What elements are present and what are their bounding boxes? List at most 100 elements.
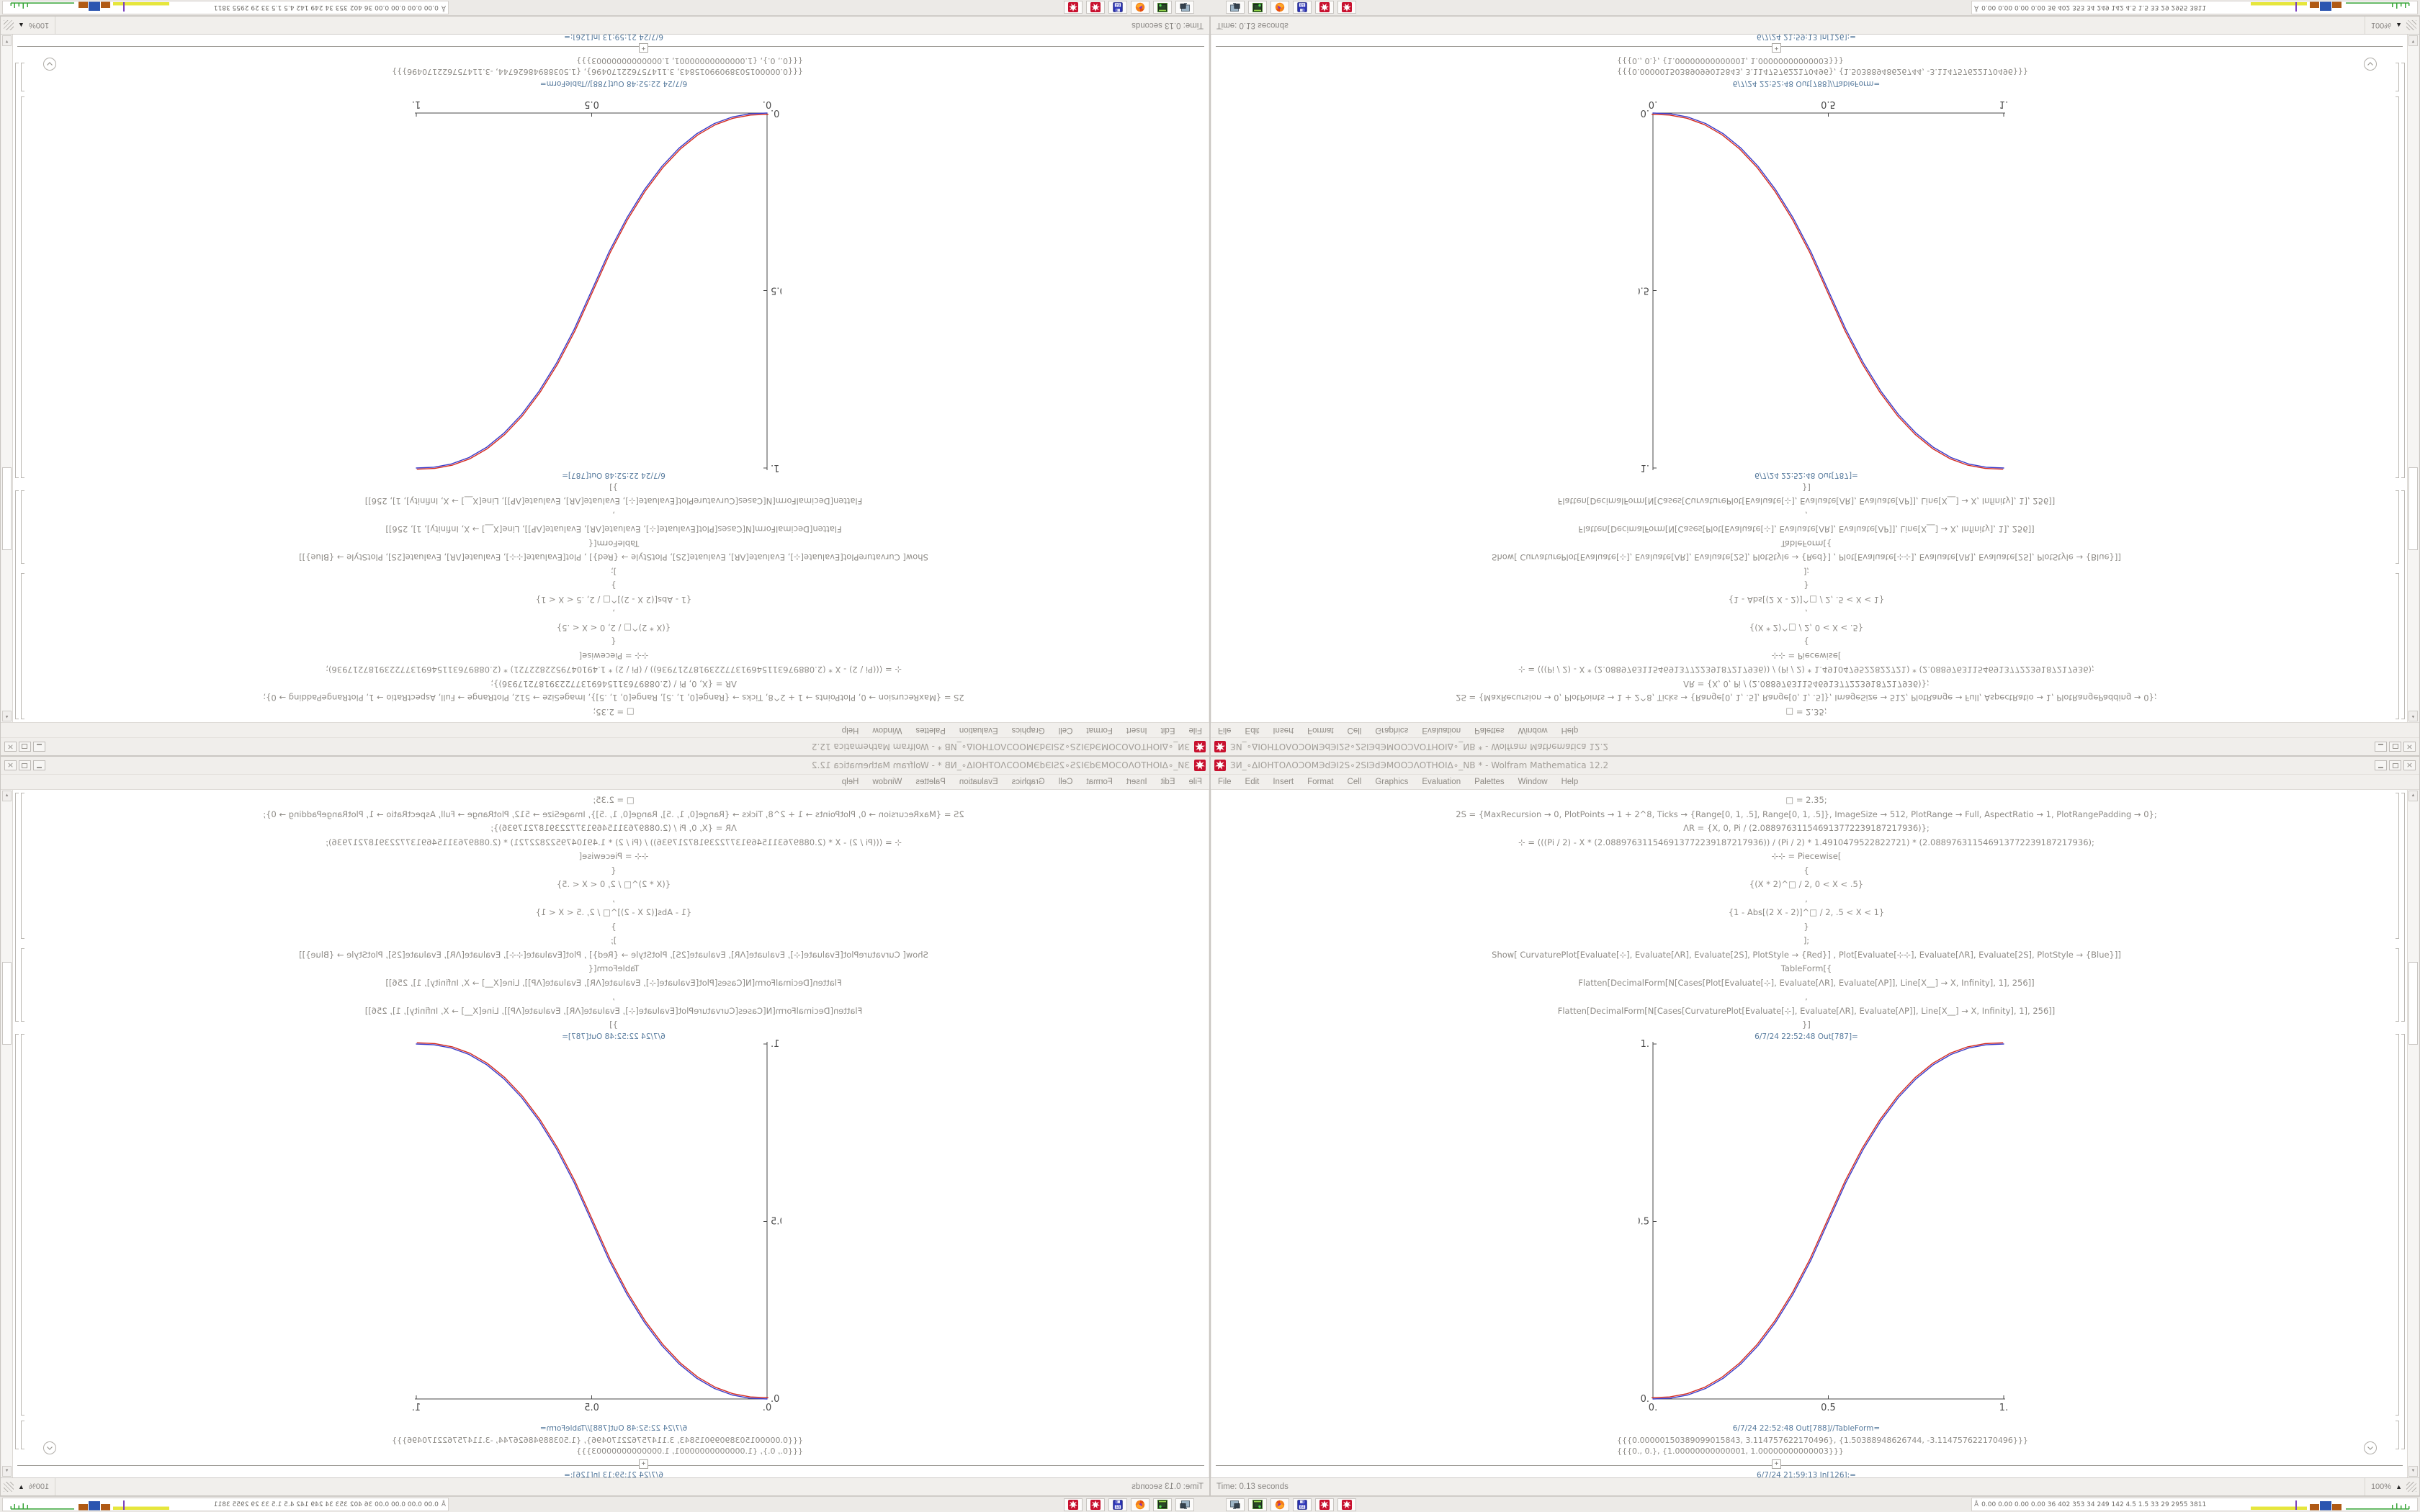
code-line[interactable]: Flatten[DecimalForm[N[Cases[CurvaturePlo… xyxy=(1557,1005,2056,1016)
scroll-up-arrow-icon[interactable]: ▲ xyxy=(2,791,12,801)
menu-item-edit[interactable]: Edit xyxy=(1245,778,1260,786)
code-line[interactable]: }] xyxy=(609,1020,618,1030)
close-button[interactable]: × xyxy=(4,760,17,770)
menu-item-help[interactable]: Help xyxy=(1561,726,1579,734)
menu-item-window[interactable]: Window xyxy=(1518,778,1548,786)
code-line[interactable]: { xyxy=(611,865,617,876)
code-line[interactable]: 2S = {MaxRecursion → 0, PlotPoints → 1 +… xyxy=(1456,693,2157,703)
menu-item-file[interactable]: File xyxy=(1218,726,1232,734)
menu-item-help[interactable]: Help xyxy=(841,778,859,786)
menu-item-format[interactable]: Format xyxy=(1086,778,1113,786)
code-line[interactable]: ⊹⊹ = Piecewise[ xyxy=(578,851,649,861)
window-resize-grip[interactable] xyxy=(2406,20,2416,30)
code-line[interactable]: , xyxy=(1805,991,1808,1002)
code-line[interactable]: { xyxy=(1803,865,1809,876)
code-line[interactable]: {(X * 2)^□ / 2, 0 < X < .5} xyxy=(1749,879,1864,889)
close-button[interactable]: × xyxy=(2403,742,2416,752)
vertical-scrollbar[interactable]: ▲ ▼ xyxy=(1,35,13,722)
code-line[interactable]: ⊹ = (((Pi / 2) - X * (2.0889763115469137… xyxy=(326,837,902,847)
scroll-up-arrow-icon[interactable]: ▲ xyxy=(2408,711,2418,721)
scrollbar-thumb[interactable] xyxy=(2,467,12,550)
menu-item-help[interactable]: Help xyxy=(841,726,859,734)
menu-item-file[interactable]: File xyxy=(1188,726,1202,734)
magnification-caret-icon[interactable]: ▲ xyxy=(18,22,24,30)
cell-insert-plus-icon[interactable]: + xyxy=(639,43,648,53)
menu-item-palettes[interactable]: Palettes xyxy=(915,726,946,734)
tableform-row[interactable]: {{{0.00000150389099015843, 3.11475762217… xyxy=(392,67,803,76)
taskbar-mathematica-button[interactable] xyxy=(1337,1498,1356,1511)
code-line[interactable]: 2S = {MaxRecursion → 0, PlotPoints → 1 +… xyxy=(1456,809,2157,819)
cell-group-bracket[interactable] xyxy=(2401,490,2405,719)
close-button[interactable]: × xyxy=(2403,760,2416,770)
menu-item-format[interactable]: Format xyxy=(1086,726,1113,734)
menu-item-cell[interactable]: Cell xyxy=(1347,778,1362,786)
minimize-button[interactable] xyxy=(2375,742,2387,752)
tableform-row[interactable]: {{{0., 0.}, {1.00000000000001, 1.0000000… xyxy=(576,1446,803,1456)
taskbar-screen-terminal-button[interactable] xyxy=(1153,1,1172,14)
code-line[interactable]: Flatten[DecimalForm[N[Cases[Plot[Evaluat… xyxy=(1578,977,2035,988)
code-line[interactable]: {(X * 2)^□ / 2, 0 < X < .5} xyxy=(556,623,671,633)
maximize-button[interactable] xyxy=(19,742,31,752)
code-line[interactable]: TableForm[{ xyxy=(1780,963,1832,973)
code-line[interactable]: TableForm[{ xyxy=(588,539,640,549)
code-line[interactable]: } xyxy=(1803,580,1809,591)
jump-to-end-chevron-icon[interactable] xyxy=(2364,58,2377,71)
cell-bracket[interactable] xyxy=(21,490,24,564)
magnification-caret-icon[interactable]: ▲ xyxy=(2396,1482,2402,1490)
code-line[interactable]: { xyxy=(611,636,617,647)
taskbar-mathematica-button[interactable] xyxy=(1064,1498,1083,1511)
maximize-button[interactable] xyxy=(2389,760,2401,770)
menu-item-graphics[interactable]: Graphics xyxy=(1375,778,1409,786)
menu-item-insert[interactable]: Insert xyxy=(1126,778,1147,786)
code-line[interactable]: ⊹⊹ = Piecewise[ xyxy=(1771,651,1842,661)
code-line[interactable]: ⊹⊹ = Piecewise[ xyxy=(1771,851,1842,861)
code-line[interactable]: TableForm[{ xyxy=(588,963,640,973)
magnification-caret-icon[interactable]: ▲ xyxy=(18,1482,24,1490)
menu-item-format[interactable]: Format xyxy=(1307,726,1334,734)
menu-item-edit[interactable]: Edit xyxy=(1160,726,1175,734)
code-line[interactable]: }] xyxy=(1802,1020,1811,1030)
scroll-down-arrow-icon[interactable]: ▼ xyxy=(2408,35,2418,46)
code-line[interactable]: , xyxy=(612,991,615,1002)
minimize-button[interactable] xyxy=(33,760,45,770)
code-line[interactable]: }] xyxy=(609,482,618,492)
menu-item-palettes[interactable]: Palettes xyxy=(1474,726,1505,734)
code-line[interactable]: ΛR = {X, 0, Pi / (2.08897631154691377223… xyxy=(490,679,737,689)
magnification-level[interactable]: 100% xyxy=(2370,21,2392,30)
code-line[interactable]: {1 - Abs[(2 X - 2)]^□ / 2, .5 < X < 1} xyxy=(1728,907,1885,917)
window-resize-grip[interactable] xyxy=(2406,1482,2416,1492)
cell-bracket[interactable] xyxy=(21,96,24,478)
menu-item-help[interactable]: Help xyxy=(1561,778,1579,786)
menu-item-insert[interactable]: Insert xyxy=(1273,778,1294,786)
cell-bracket[interactable] xyxy=(2396,1034,2399,1416)
jump-to-end-chevron-icon[interactable] xyxy=(2364,1441,2377,1454)
taskbar-display-settings-button[interactable] xyxy=(1226,1498,1245,1511)
code-line[interactable]: ]; xyxy=(1803,935,1810,945)
taskbar-mathematica-button[interactable] xyxy=(1315,1,1334,14)
menu-item-graphics[interactable]: Graphics xyxy=(1375,726,1409,734)
cell-insert-plus-icon[interactable]: + xyxy=(639,1459,648,1469)
cell-insertion-line[interactable] xyxy=(1216,46,2403,47)
code-line[interactable]: TableForm[{ xyxy=(1780,539,1832,549)
code-line[interactable]: Flatten[DecimalForm[N[Cases[Plot[Evaluat… xyxy=(385,977,842,988)
scroll-up-arrow-icon[interactable]: ▲ xyxy=(2408,791,2418,801)
taskbar-mathematica-button[interactable] xyxy=(1064,1,1083,14)
taskbar-display-settings-button[interactable] xyxy=(1226,1,1245,14)
cell-insertion-line[interactable] xyxy=(17,1465,1204,1466)
taskbar-floppy-button[interactable]: 64 xyxy=(1293,1,1312,14)
menu-item-evaluation[interactable]: Evaluation xyxy=(959,778,998,786)
vertical-scrollbar[interactable]: ▲ ▼ xyxy=(2407,790,2419,1477)
code-line[interactable]: □ = 2.35; xyxy=(593,795,635,805)
taskbar-floppy-button[interactable]: 64 xyxy=(1108,1,1127,14)
cell-bracket[interactable] xyxy=(21,793,24,939)
cell-group-bracket[interactable] xyxy=(2401,1034,2405,1449)
code-line[interactable]: , xyxy=(612,608,615,619)
taskbar-firefox-button[interactable] xyxy=(1270,1,1289,14)
menu-item-graphics[interactable]: Graphics xyxy=(1011,726,1045,734)
cell-bracket[interactable] xyxy=(21,573,24,719)
taskbar-screen-terminal-button[interactable] xyxy=(1153,1498,1172,1511)
magnification-level[interactable]: 100% xyxy=(28,21,50,30)
menu-item-cell[interactable]: Cell xyxy=(1058,726,1073,734)
cell-bracket[interactable] xyxy=(2396,793,2399,939)
code-line[interactable]: }] xyxy=(1802,482,1811,492)
